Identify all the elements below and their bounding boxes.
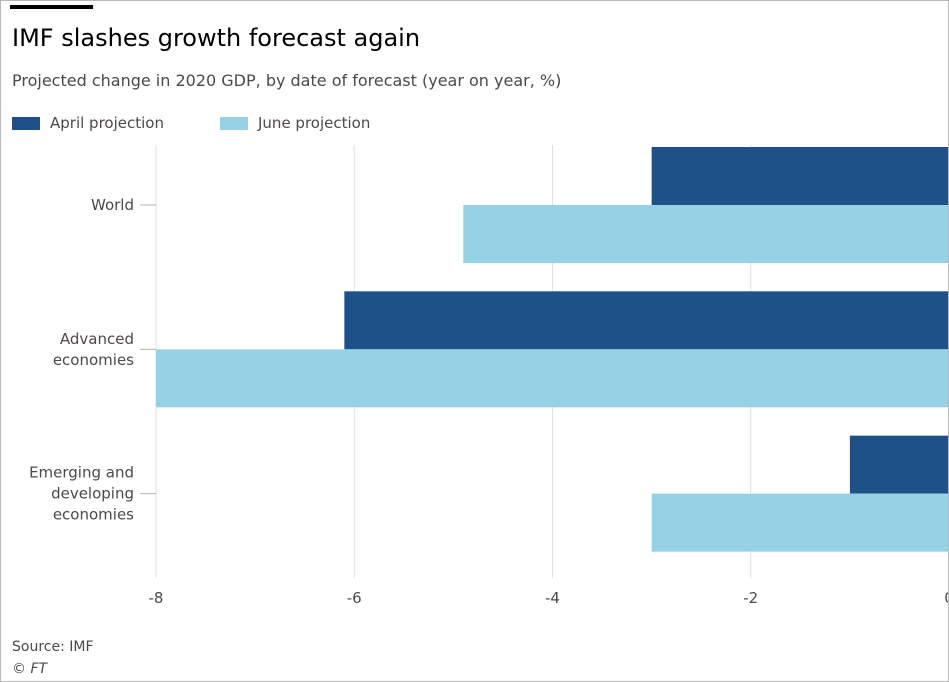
bar-april-1 (344, 291, 948, 350)
legend-item-april: April projection (12, 114, 164, 132)
bar-june-2 (651, 493, 948, 552)
x-tick-label-1: -6 (347, 589, 362, 607)
x-tick-label-2: -4 (545, 589, 560, 607)
category-label-0-0: World (91, 196, 134, 214)
category-label-2-0: Emerging and (29, 464, 134, 482)
x-tick-label-4: 0 (944, 589, 948, 607)
bar-april-0 (651, 147, 948, 205)
chart-subtitle: Projected change in 2020 GDP, by date of… (12, 71, 562, 90)
legend-label-june: June projection (258, 114, 371, 132)
legend-swatch-june (220, 116, 248, 130)
category-label-1-0: Advanced (60, 330, 134, 348)
copyright-note: © FT (12, 661, 48, 677)
legend-label-april: April projection (50, 114, 164, 132)
bar-june-0 (463, 205, 948, 263)
bar-april-2 (849, 435, 948, 494)
category-label-2-1: developing (51, 485, 134, 503)
legend-swatch-april (12, 116, 40, 130)
source-note: Source: IMF (12, 639, 94, 655)
bar-june-1 (156, 349, 948, 408)
chart-title: IMF slashes growth forecast again (12, 24, 421, 52)
category-label-2-2: economies (53, 506, 134, 524)
category-label-1-1: economies (53, 351, 134, 369)
legend-item-june: June projection (220, 114, 370, 132)
x-tick-label-3: -2 (743, 589, 758, 607)
x-tick-label-0: -8 (149, 589, 164, 607)
ft-top-bar (10, 5, 93, 9)
